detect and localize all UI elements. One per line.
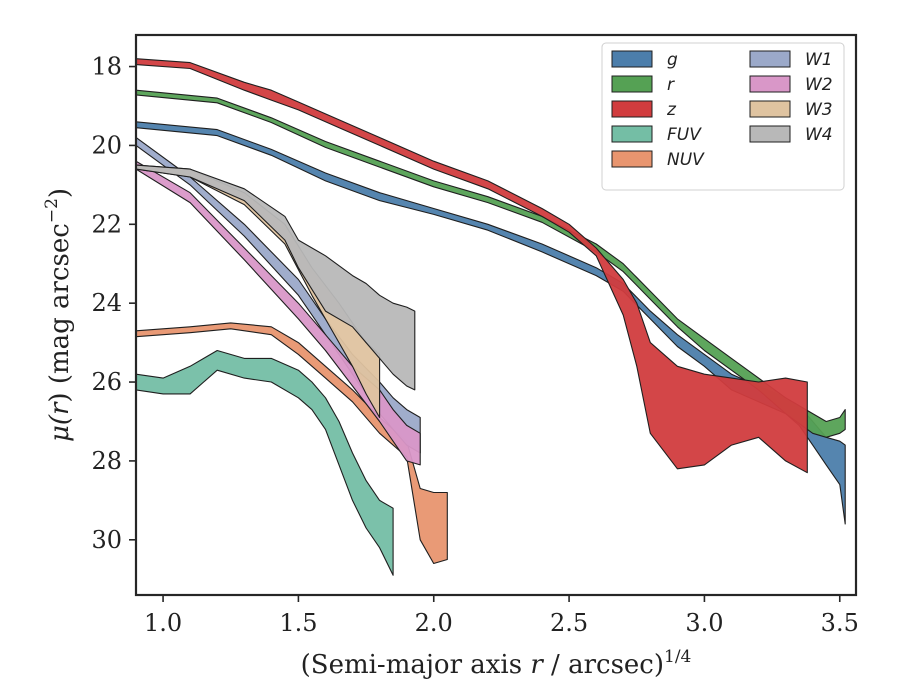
legend-swatch-z — [611, 100, 653, 118]
legend-swatch-g — [611, 50, 653, 68]
legend-label-w2: W2 — [805, 75, 833, 95]
y-axis-label: μ(r) (mag arcsec−2) — [42, 188, 75, 442]
legend-label-w1: W1 — [805, 50, 833, 70]
legend-swatch-w1 — [749, 50, 791, 68]
legend-swatch-w2 — [749, 75, 791, 93]
y-tick-label: 18 — [91, 53, 122, 81]
legend-label-fuv: FUV — [667, 125, 702, 145]
plot-frame — [134, 33, 858, 597]
x-axis: 1.0 1.5 2.0 2.5 3.0 3.5 — [144, 595, 859, 637]
x-tick-label: 1.0 — [144, 609, 182, 637]
legend-swatch-fuv — [611, 125, 653, 143]
legend: grz FUV NUV W1 W2 W3 W4 — [601, 42, 845, 191]
x-tick-label: 3.0 — [685, 609, 723, 637]
legend-swatch-w4 — [749, 125, 791, 143]
series-bands — [136, 58, 846, 576]
legend-label-r: r — [667, 75, 675, 95]
legend-label-w3: W3 — [805, 100, 833, 120]
x-tick-label: 3.5 — [821, 609, 859, 637]
series-band-g — [136, 121, 846, 525]
y-axis: 18 20 22 24 26 28 30 — [91, 53, 136, 554]
y-tick-label: 26 — [91, 368, 122, 396]
legend-swatch-w3 — [749, 100, 791, 118]
series-band-w2 — [136, 160, 421, 466]
y-tick-label: 28 — [91, 447, 122, 475]
legend-label-w4: W4 — [805, 125, 833, 145]
y-tick-label: 24 — [91, 289, 122, 317]
x-tick-label: 2.5 — [550, 609, 588, 637]
legend-swatch-nuv — [611, 150, 653, 168]
legend-label-g: g — [667, 50, 678, 70]
x-tick-label: 1.5 — [279, 609, 317, 637]
y-tick-label: 20 — [91, 131, 122, 159]
y-tick-label: 22 — [91, 210, 122, 238]
series-band-nuv — [136, 322, 448, 565]
legend-label-z: z — [666, 100, 677, 120]
legend-swatch-r — [611, 75, 653, 93]
series-band-fuv — [136, 349, 394, 576]
legend-label-nuv: NUV — [667, 150, 705, 170]
series-band-z — [136, 58, 808, 474]
y-tick-label: 30 — [91, 526, 122, 554]
x-tick-label: 2.0 — [415, 609, 453, 637]
series-band-w4 — [136, 164, 416, 391]
x-axis-label: (Semi-major axis r / arcsec)1/4 — [301, 647, 692, 680]
